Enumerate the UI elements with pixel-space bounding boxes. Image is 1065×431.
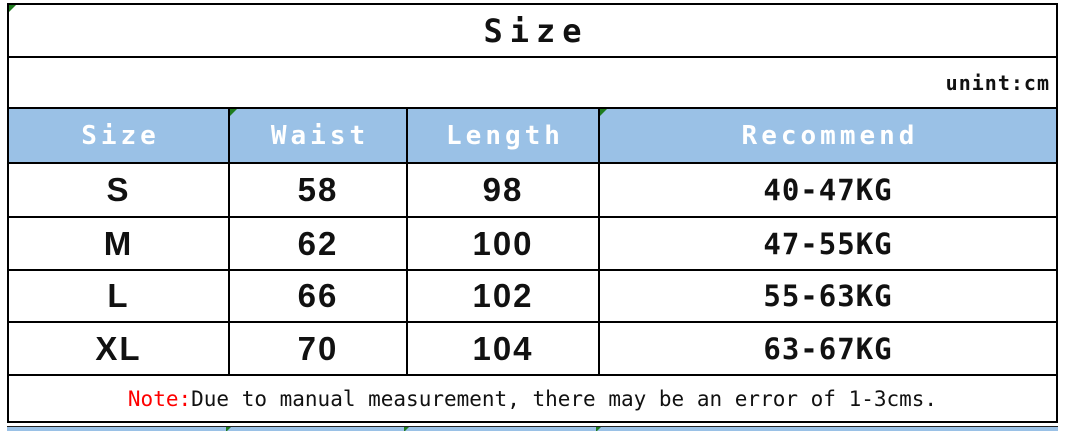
length-value: 102 bbox=[472, 277, 534, 314]
error-indicator-icon bbox=[404, 427, 409, 431]
cell-length: 102 bbox=[406, 271, 598, 321]
unit-cell: unint:cm bbox=[9, 58, 1056, 107]
table-row-s: S 58 98 40-47KG bbox=[9, 164, 1056, 218]
cell-length: 98 bbox=[406, 164, 598, 216]
cell-waist: 66 bbox=[228, 271, 406, 321]
note-cell: Note: Due to manual measurement, there ma… bbox=[9, 376, 1056, 421]
cell-length: 104 bbox=[406, 323, 598, 374]
cell-waist: 70 bbox=[228, 323, 406, 374]
cell-recommend: 47-55KG bbox=[598, 218, 1056, 269]
header-label-length: Length bbox=[446, 120, 564, 151]
cell-recommend: 63-67KG bbox=[598, 323, 1056, 374]
cell-waist: 62 bbox=[228, 218, 406, 269]
header-label-size: Size bbox=[81, 120, 160, 151]
waist-value: 70 bbox=[297, 329, 339, 367]
length-value: 100 bbox=[472, 224, 534, 262]
cell-size: L bbox=[9, 271, 228, 321]
note-prefix: Note: bbox=[127, 386, 192, 411]
error-indicator-icon bbox=[226, 427, 231, 431]
recommend-value: 40-47KG bbox=[763, 173, 893, 207]
cell-size: M bbox=[9, 218, 228, 269]
recommend-value: 47-55KG bbox=[763, 226, 893, 261]
table-row-l: L 66 102 55-63KG bbox=[9, 271, 1056, 323]
unit-row: unint:cm bbox=[9, 58, 1056, 109]
unit-label: unint:cm bbox=[945, 70, 1050, 95]
next-table-header-strip bbox=[7, 426, 1058, 431]
size-value: S bbox=[106, 171, 131, 208]
size-value: L bbox=[107, 277, 130, 314]
size-table: Size unint:cm Size Waist Length Recommen… bbox=[7, 3, 1058, 423]
table-row-m: M 62 100 47-55KG bbox=[9, 218, 1056, 271]
header-label-recommend: Recommend bbox=[741, 120, 919, 151]
cell-length: 100 bbox=[406, 218, 598, 269]
error-indicator-icon bbox=[600, 109, 607, 116]
cell-size: XL bbox=[9, 323, 228, 374]
error-indicator-icon bbox=[230, 109, 237, 116]
header-cell-size: Size bbox=[9, 109, 228, 162]
size-value: M bbox=[103, 224, 134, 262]
length-value: 98 bbox=[482, 171, 524, 208]
header-row: Size Waist Length Recommend bbox=[9, 109, 1056, 164]
note-row: Note: Due to manual measurement, there ma… bbox=[9, 376, 1056, 421]
waist-value: 66 bbox=[297, 277, 339, 314]
error-indicator-icon bbox=[9, 5, 16, 12]
cell-recommend: 40-47KG bbox=[598, 164, 1056, 216]
cell-recommend: 55-63KG bbox=[598, 271, 1056, 321]
header-cell-length: Length bbox=[406, 109, 598, 162]
size-value: XL bbox=[95, 329, 142, 367]
table-title: Size bbox=[483, 11, 589, 50]
cell-waist: 58 bbox=[228, 164, 406, 216]
title-cell: Size bbox=[9, 5, 1056, 56]
header-label-waist: Waist bbox=[270, 120, 370, 151]
error-indicator-icon bbox=[596, 427, 601, 431]
cell-size: S bbox=[9, 164, 228, 216]
recommend-value: 55-63KG bbox=[763, 279, 893, 313]
recommend-value: 63-67KG bbox=[763, 331, 893, 366]
title-row: Size bbox=[9, 5, 1056, 58]
header-cell-waist: Waist bbox=[228, 109, 406, 162]
header-cell-recommend: Recommend bbox=[598, 109, 1056, 162]
note-text: Due to manual measurement, there may be … bbox=[191, 386, 938, 411]
waist-value: 58 bbox=[297, 171, 339, 208]
table-row-xl: XL 70 104 63-67KG bbox=[9, 323, 1056, 376]
length-value: 104 bbox=[472, 329, 534, 367]
waist-value: 62 bbox=[297, 224, 339, 262]
